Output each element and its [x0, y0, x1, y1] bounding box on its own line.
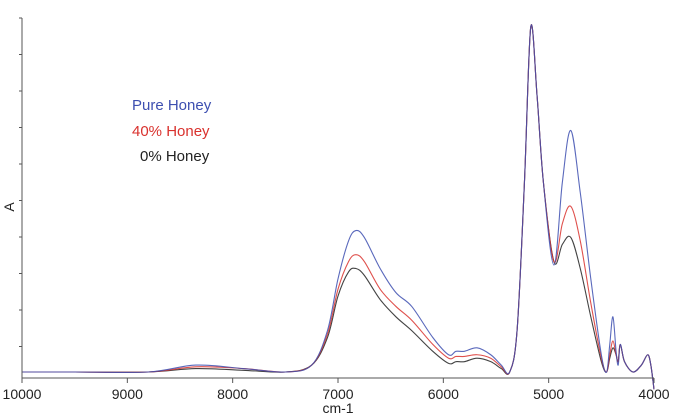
series-line-pure-honey [22, 24, 655, 390]
y-axis-ticks [19, 17, 22, 347]
legend: Pure Honey 40% Honey 0% Honey [132, 97, 212, 165]
series-line-40-honey [22, 24, 655, 390]
x-tick-label: 5000 [533, 386, 564, 402]
y-axis-label: A [1, 202, 17, 212]
x-tick-label: 10000 [3, 386, 42, 402]
x-tick-label: 9000 [112, 386, 143, 402]
x-axis-label: cm-1 [322, 400, 353, 416]
x-tick-label: 8000 [217, 386, 248, 402]
x-tick-label: 7000 [322, 386, 353, 402]
series-line-0-honey [22, 24, 655, 390]
x-tick-label: 6000 [428, 386, 459, 402]
legend-item-0-honey: 0% Honey [140, 148, 210, 165]
legend-item-pure-honey: Pure Honey [132, 97, 212, 114]
x-axis-ticks: 10000 9000 8000 7000 6000 5000 4000 [3, 378, 670, 402]
plot-area [22, 24, 655, 390]
x-tick-label: 4000 [638, 386, 669, 402]
legend-item-40-honey: 40% Honey [132, 123, 210, 140]
